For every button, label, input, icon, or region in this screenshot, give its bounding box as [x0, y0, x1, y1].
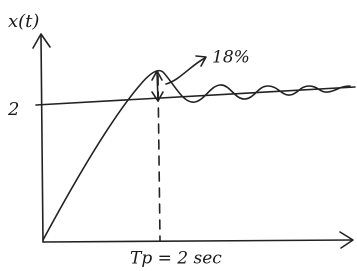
overshoot-marker	[157, 72, 158, 100]
peak-time-label: Tp = 2 sec	[130, 249, 222, 269]
y-axis	[41, 36, 43, 242]
x-axis	[43, 240, 352, 242]
y-axis-label: x(t)	[8, 11, 39, 32]
label-pointer	[166, 58, 205, 84]
diagram: x(t) 2 18% Tp = 2 sec	[0, 0, 357, 271]
overshoot-label: 18%	[212, 48, 250, 68]
steady-value-label: 2	[7, 99, 19, 120]
